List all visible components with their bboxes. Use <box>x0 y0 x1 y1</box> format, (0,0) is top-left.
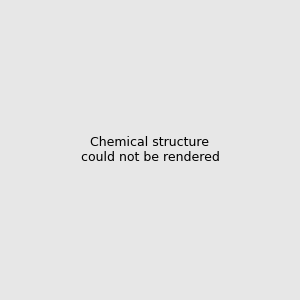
Text: Chemical structure
could not be rendered: Chemical structure could not be rendered <box>81 136 219 164</box>
